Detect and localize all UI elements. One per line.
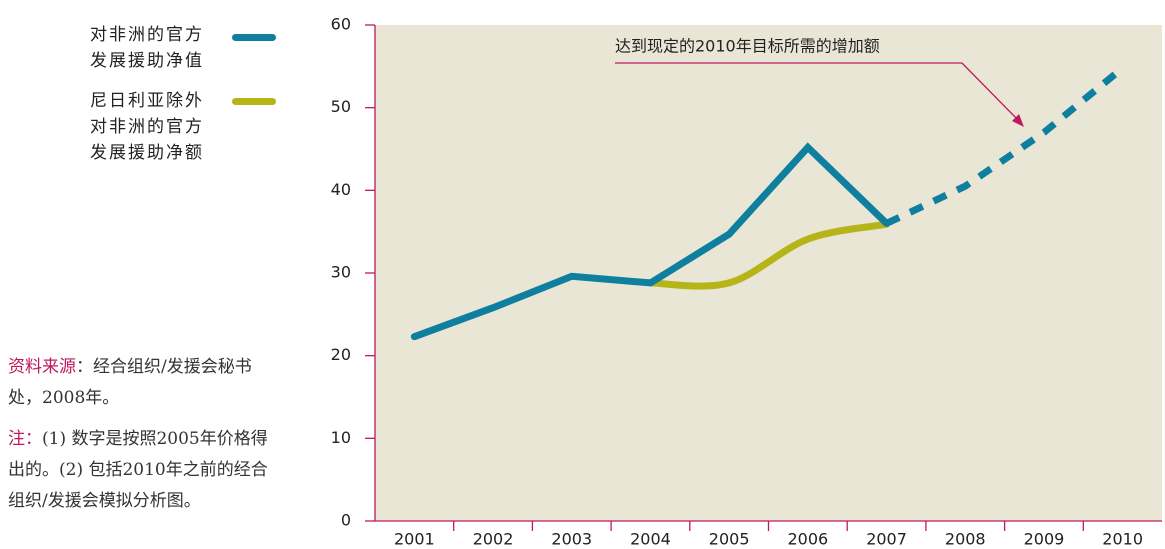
series-line	[410, 142, 891, 341]
legend-label: 对非洲的官方发展援助净值	[90, 25, 204, 71]
note-label: 注：	[8, 429, 42, 449]
legend-swatch	[232, 98, 276, 105]
x-tick-label: 2008	[945, 530, 986, 549]
note-text: (1) 数字是按照2005年价格得出的。(2) 包括2010年之前的经合组织/发…	[8, 429, 268, 511]
y-tick-label: 0	[341, 511, 351, 530]
series-line	[885, 65, 1125, 227]
x-tick-label: 2007	[866, 530, 907, 549]
series-line	[646, 220, 891, 290]
x-tick-label: 2004	[630, 530, 671, 549]
y-tick-label: 40	[331, 180, 351, 199]
annotation-arrow-line	[615, 62, 1021, 123]
x-tick-label: 2001	[394, 530, 435, 549]
legend-label: 尼日利亚除外对非洲的官方发展援助净额	[90, 91, 204, 163]
note: 注：(1) 数字是按照2005年价格得出的。(2) 包括2010年之前的经合组织…	[8, 424, 270, 517]
source-label: 资料来源	[8, 357, 76, 377]
annotation-arrow-head	[1012, 114, 1024, 127]
y-tick-label: 60	[331, 15, 351, 34]
x-tick-label: 2005	[709, 530, 750, 549]
source: 资料来源：经合组织/发援会秘书处，2008年。	[8, 352, 270, 414]
y-tick-label: 30	[331, 263, 351, 282]
x-tick-label: 2003	[551, 530, 592, 549]
annotation: 达到现定的2010年目标所需的增加额	[615, 37, 880, 56]
y-tick-label: 20	[331, 345, 351, 364]
x-tick-label: 2002	[473, 530, 514, 549]
x-tick-label: 2009	[1024, 530, 1065, 549]
source-text: ：经合组织/发援会秘书处，2008年。	[8, 357, 252, 408]
plot-area	[375, 25, 1162, 521]
y-tick-label: 50	[331, 97, 351, 116]
legend-swatch	[232, 34, 276, 41]
x-tick-label: 2010	[1102, 530, 1143, 549]
y-tick-label: 10	[331, 428, 351, 447]
x-tick-label: 2006	[787, 530, 828, 549]
